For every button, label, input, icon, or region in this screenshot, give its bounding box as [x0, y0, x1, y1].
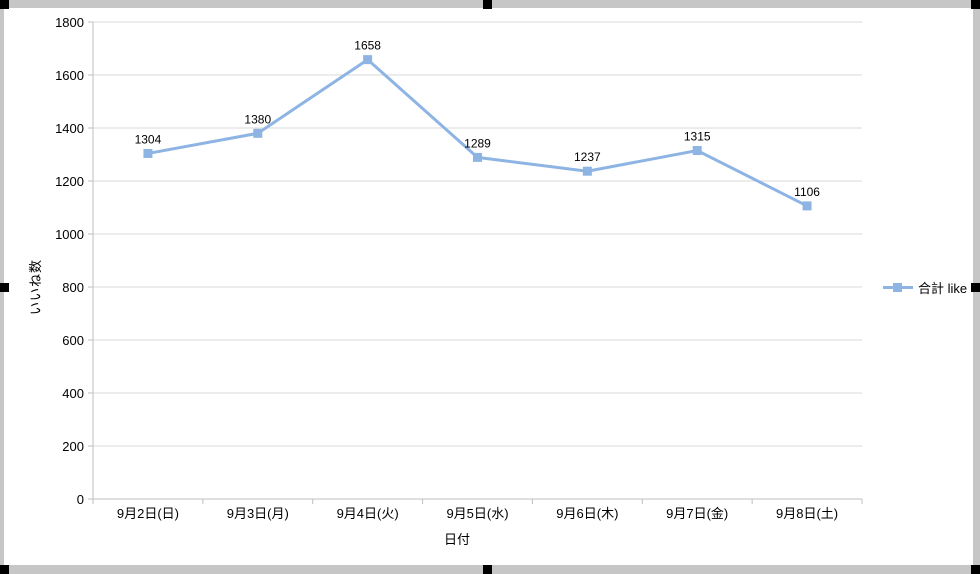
y-tick-label: 1200: [55, 174, 84, 189]
y-tick-label: 1600: [55, 68, 84, 83]
data-label: 1237: [574, 150, 601, 164]
x-category-label: 9月7日(金): [666, 506, 728, 521]
y-tick-label: 1800: [55, 15, 84, 30]
resize-handle-bottom-left[interactable]: [0, 565, 9, 574]
data-point-marker[interactable]: [253, 128, 263, 138]
y-tick-label: 1400: [55, 121, 84, 136]
resize-handle-bottom-middle[interactable]: [483, 565, 492, 574]
x-category-label: 9月4日(火): [337, 506, 399, 521]
data-label: 1304: [135, 132, 162, 146]
data-point-marker[interactable]: [473, 152, 482, 162]
data-point-marker[interactable]: [692, 146, 702, 156]
y-axis-title: いいね数: [28, 259, 43, 316]
y-tick-label: 200: [62, 439, 84, 454]
data-label: 1380: [244, 112, 271, 126]
data-label: 1658: [354, 39, 381, 53]
x-category-label: 9月8日(土): [776, 506, 838, 521]
data-point-marker[interactable]: [143, 148, 153, 158]
legend[interactable]: 合計 like: [883, 280, 968, 296]
data-point-marker[interactable]: [363, 55, 373, 65]
y-tick-label: 400: [62, 386, 84, 401]
data-label: 1315: [684, 130, 711, 144]
x-category-label: 9月6日(木): [556, 506, 618, 521]
resize-handle-top-left[interactable]: [0, 0, 9, 9]
y-tick-label: 0: [77, 492, 84, 507]
resize-handle-bottom-right[interactable]: [971, 565, 980, 574]
legend-line-marker-icon: [883, 282, 913, 292]
legend-label: 合計 like: [918, 280, 968, 296]
data-point-marker[interactable]: [802, 201, 812, 211]
x-category-label: 9月5日(水): [446, 506, 508, 521]
y-tick-label: 1000: [55, 227, 84, 242]
x-axis-title: 日付: [443, 532, 470, 547]
resize-handle-middle-left[interactable]: [0, 283, 9, 292]
resize-handle-top-middle[interactable]: [483, 0, 492, 9]
y-tick-label: 600: [62, 333, 84, 348]
data-label: 1106: [794, 185, 820, 199]
data-point-marker[interactable]: [582, 166, 592, 176]
data-label: 1289: [464, 136, 491, 150]
resize-handle-top-right[interactable]: [971, 0, 980, 9]
y-tick-label: 800: [62, 280, 84, 295]
resize-handle-middle-right[interactable]: [971, 283, 980, 292]
x-category-label: 9月3日(月): [227, 506, 289, 521]
x-category-label: 9月2日(日): [117, 506, 179, 521]
